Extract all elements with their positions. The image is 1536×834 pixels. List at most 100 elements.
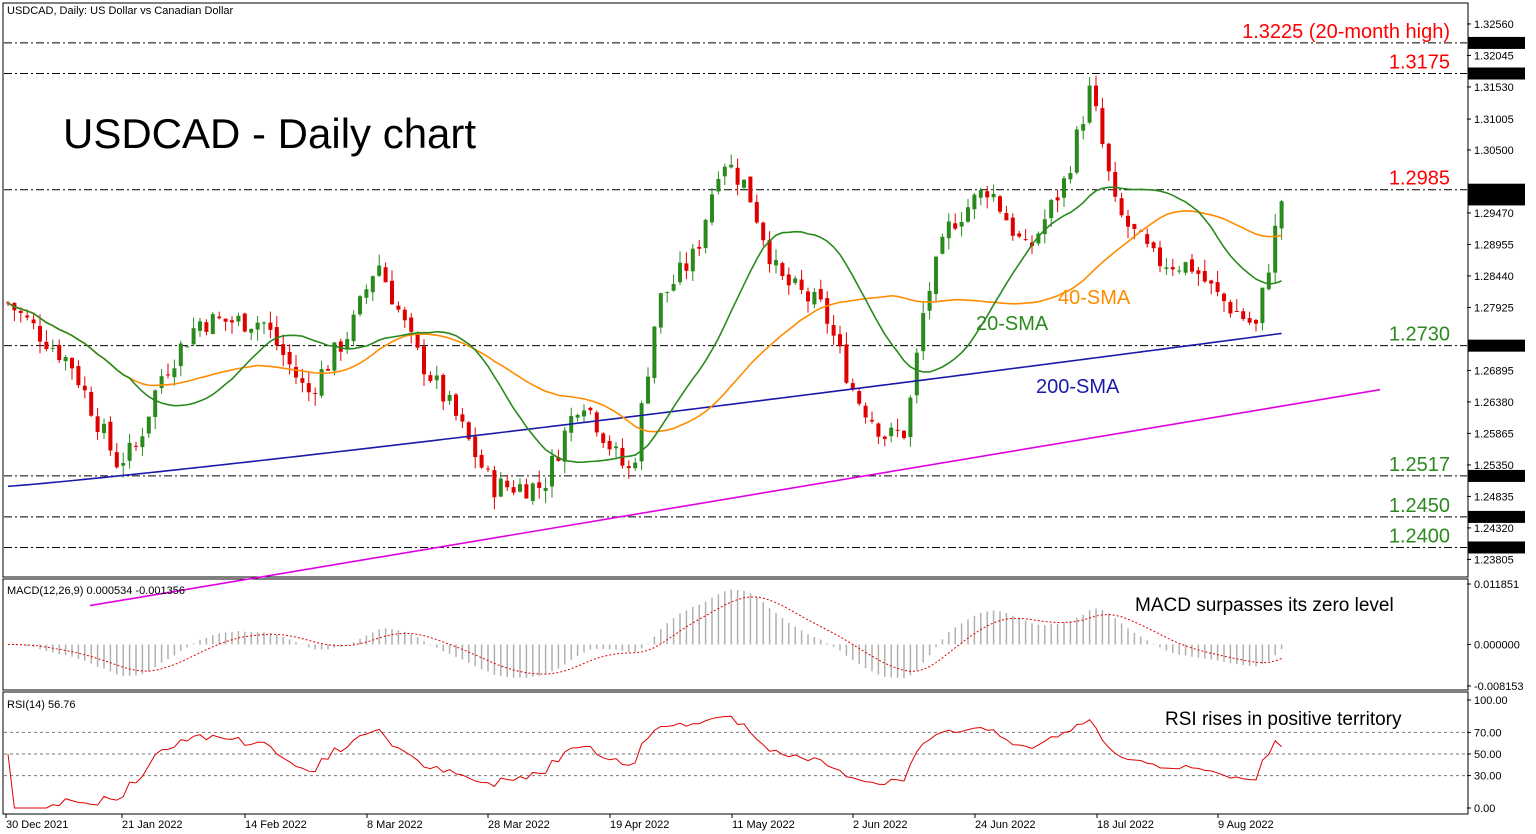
candle-body xyxy=(25,315,30,318)
candle-body xyxy=(377,265,382,276)
level-axis-box xyxy=(1468,67,1525,80)
candle-body xyxy=(697,246,702,249)
level-axis-box xyxy=(1468,541,1525,554)
candle-body xyxy=(82,385,87,391)
level-axis-box xyxy=(1468,469,1525,482)
candle-body xyxy=(575,414,580,418)
rsi-header: RSI(14) 56.76 xyxy=(7,699,75,711)
candle-body xyxy=(498,478,503,497)
level-label: 1.2730 xyxy=(1389,324,1450,346)
price-axis-label: 1.23805 xyxy=(1474,554,1514,566)
candle-body xyxy=(473,436,478,458)
candle-body xyxy=(870,419,874,422)
candle-body xyxy=(1209,280,1214,284)
candle-body xyxy=(825,298,830,324)
candle-body xyxy=(102,423,106,434)
candle-body xyxy=(1062,178,1066,198)
candle-body xyxy=(882,436,887,439)
candle-body xyxy=(1247,318,1252,323)
price-axis-label: 1.30500 xyxy=(1474,145,1514,157)
chart-title: USDCAD - Daily chart xyxy=(63,110,476,157)
macd-axis-label: 0.011851 xyxy=(1474,579,1519,591)
candle-body xyxy=(614,446,618,449)
candle-body xyxy=(857,391,862,404)
label-200-sma: 200-SMA xyxy=(1036,376,1120,398)
x-axis-label: 14 Feb 2022 xyxy=(245,819,307,831)
price-axis-label: 1.27925 xyxy=(1474,302,1514,314)
candle-body xyxy=(998,196,1002,212)
candle-body xyxy=(1273,225,1278,273)
price-axis-label: 1.28955 xyxy=(1474,239,1514,251)
candle-body xyxy=(812,291,817,305)
candle-body xyxy=(140,436,145,448)
candle-body xyxy=(1074,129,1079,173)
candle-body xyxy=(735,167,740,185)
price-axis-label: 1.29470 xyxy=(1474,208,1514,220)
candle-body xyxy=(198,321,202,331)
candle-body xyxy=(313,393,318,395)
candle-body xyxy=(230,320,234,323)
candle-body xyxy=(242,313,247,332)
candle-body xyxy=(300,378,305,383)
candle-body xyxy=(185,346,190,348)
x-axis-label: 8 Mar 2022 xyxy=(367,819,423,831)
candle-body xyxy=(1164,267,1169,269)
price-axis-label: 1.31005 xyxy=(1474,114,1514,126)
price-axis-label: 1.31530 xyxy=(1474,82,1514,94)
candle-body xyxy=(466,422,471,440)
candle-body xyxy=(319,369,324,396)
x-axis-label: 11 May 2022 xyxy=(732,819,795,831)
candle-body xyxy=(1260,287,1265,324)
candle-body xyxy=(799,279,804,290)
rsi-line xyxy=(7,715,1282,809)
macd-annotation: MACD surpasses its zero level xyxy=(1135,595,1394,616)
price-axis-label: 1.25350 xyxy=(1474,460,1514,472)
candle-body xyxy=(582,410,586,417)
candle-body xyxy=(396,305,401,310)
candle-body xyxy=(780,263,785,277)
candle-body xyxy=(1132,224,1137,229)
label-40-sma: 40-SMA xyxy=(1058,287,1131,309)
candle-body xyxy=(607,440,612,450)
level-label: 1.2517 xyxy=(1389,454,1450,476)
candle-body xyxy=(927,290,932,311)
candle-body xyxy=(1113,171,1118,197)
candle-body xyxy=(1196,270,1201,274)
candle-body xyxy=(364,289,369,298)
level-label: 1.3175 xyxy=(1389,51,1450,73)
candle-body xyxy=(166,374,170,376)
sma-20-line xyxy=(7,186,1282,464)
candle-body xyxy=(921,313,926,352)
candle-body xyxy=(1036,233,1041,244)
candle-body xyxy=(716,179,721,192)
level-axis-label: 1.24500 xyxy=(1474,512,1514,524)
candle-body xyxy=(524,484,529,499)
candle-body xyxy=(838,334,842,347)
candle-body xyxy=(204,322,209,332)
candle-body xyxy=(479,454,484,468)
candle-body xyxy=(127,442,132,461)
candle-body xyxy=(761,222,766,241)
price-axis-label: 1.25865 xyxy=(1474,428,1514,440)
candle-body xyxy=(844,344,849,383)
candle-body xyxy=(1228,301,1233,314)
candle-body xyxy=(863,405,868,418)
x-axis-label: 19 Apr 2022 xyxy=(610,819,669,831)
level-axis-label: 1.25170 xyxy=(1474,471,1514,483)
level-axis-box xyxy=(1468,183,1525,196)
candle-body xyxy=(38,325,42,342)
x-axis-label: 21 Jan 2022 xyxy=(122,819,183,831)
candle-body xyxy=(447,394,452,401)
candle-body xyxy=(390,280,394,305)
candle-body xyxy=(601,433,606,443)
candle-body xyxy=(460,414,465,422)
candle-body xyxy=(530,483,535,501)
candle-body xyxy=(793,278,798,283)
symbol-header: USDCAD, Daily: US Dollar vs Canadian Dol… xyxy=(7,5,234,17)
candle-body xyxy=(543,488,548,492)
candle-body xyxy=(223,318,228,322)
candle-body xyxy=(774,260,778,266)
level-axis-box xyxy=(1468,510,1525,523)
candle-body xyxy=(1126,215,1130,227)
candle-body xyxy=(850,383,855,390)
